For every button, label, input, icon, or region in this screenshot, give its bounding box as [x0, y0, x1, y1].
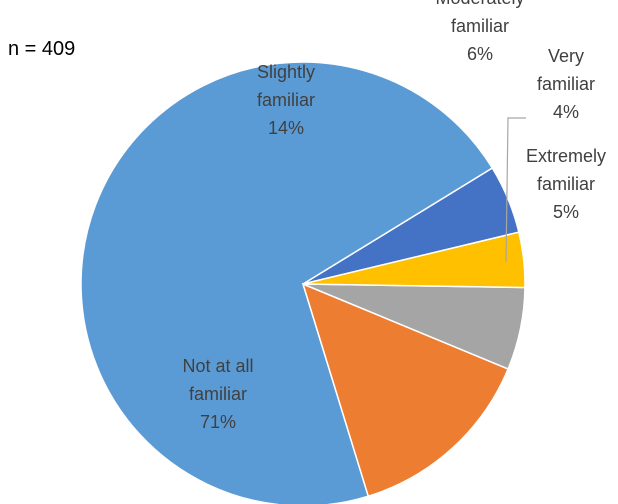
- sample-size-annotation: n = 409: [8, 38, 75, 60]
- slice-label-line: familiar: [537, 74, 595, 94]
- slice-label-line: 5%: [553, 202, 579, 222]
- slice-labels: Extremely familiar 5% Not at all familiar 71%…: [182, 0, 606, 432]
- pie-slice-not-at-all-familiar: [80, 61, 494, 504]
- slice-label-line: familiar: [537, 174, 595, 194]
- pie-slice-slightly-familiar: [301, 282, 510, 498]
- slice-label-line: Extremely: [526, 146, 606, 166]
- slice-label-4: Very familiar 4%: [537, 46, 595, 122]
- leader-lines: [505, 117, 526, 262]
- slice-label-line: 14%: [268, 118, 304, 138]
- slice-label-0: Extremely familiar 5%: [526, 146, 606, 222]
- slice-label-line: 71%: [200, 412, 236, 432]
- leader-line-very-familiar: [505, 117, 526, 262]
- slice-label-2: Slightly familiar 14%: [257, 62, 315, 138]
- slice-label-line: Not at all: [182, 356, 253, 376]
- slice-label-line: Very: [548, 46, 584, 66]
- slice-label-line: 6%: [467, 44, 493, 64]
- slice-label-line: Moderately: [435, 0, 524, 8]
- slice-label-line: familiar: [189, 384, 247, 404]
- slice-label-line: Slightly: [257, 62, 315, 82]
- pie-slice-very-familiar: [302, 231, 526, 289]
- slice-label-line: familiar: [257, 90, 315, 110]
- slice-label-line: familiar: [451, 16, 509, 36]
- pie-slices: [80, 61, 526, 504]
- slice-label-3: Moderately familiar 6%: [435, 0, 524, 64]
- slice-label-1: Not at all familiar 71%: [182, 356, 253, 432]
- slice-label-line: 4%: [553, 102, 579, 122]
